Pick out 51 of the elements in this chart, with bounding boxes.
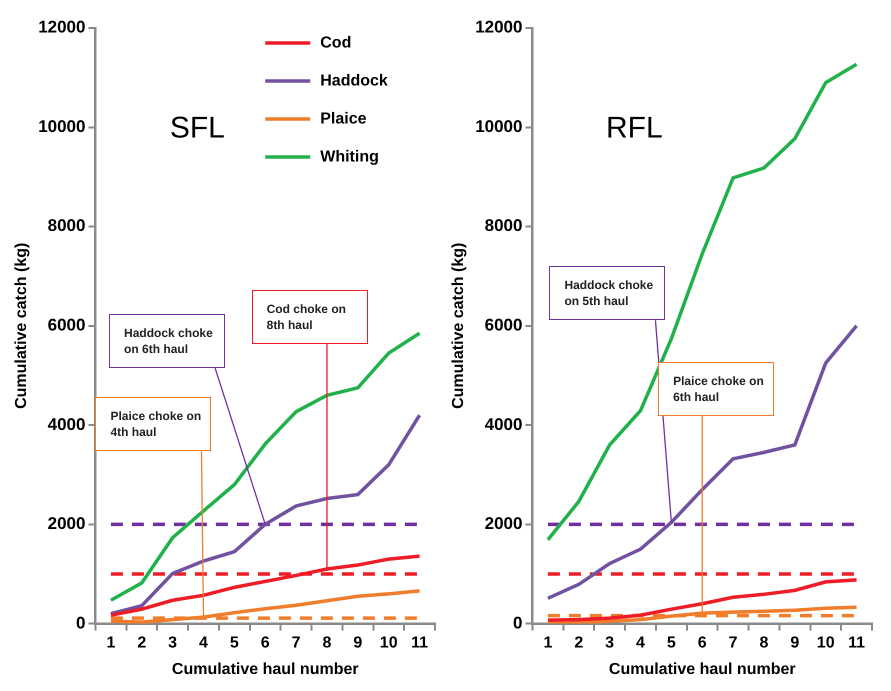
x-tick-label: 2 xyxy=(574,634,584,652)
y-tick-label: 8000 xyxy=(484,216,522,236)
x-tick-label: 4 xyxy=(199,634,208,652)
x-tick-label: 10 xyxy=(380,634,398,652)
x-tick-label: 7 xyxy=(728,634,738,652)
y-axis-title: Cumulative catch (kg) xyxy=(13,242,30,409)
x-axis-title: Cumulative haul number xyxy=(608,660,796,678)
y-tick-label: 6000 xyxy=(48,315,86,334)
x-tick-label: 11 xyxy=(411,634,428,652)
callout-box: Haddock choke on 5th haul xyxy=(549,266,666,320)
y-tick-label: 4000 xyxy=(48,414,86,434)
callout-box: Plaice choke on 6th haul xyxy=(658,362,774,416)
x-tick-label: 6 xyxy=(260,634,270,652)
x-tick-label: 11 xyxy=(848,634,866,652)
y-tick-label: 12000 xyxy=(38,18,86,37)
x-tick-label: 3 xyxy=(605,634,614,652)
x-tick-label: 9 xyxy=(353,634,362,652)
callout-box: Cod choke on 8th haul xyxy=(252,290,368,344)
text: SFL xyxy=(170,112,225,145)
legend-label: Cod xyxy=(320,34,352,52)
y-tick-label: 2000 xyxy=(48,514,86,534)
y-tick-label: 4000 xyxy=(484,414,522,434)
x-tick-label: 3 xyxy=(168,634,178,652)
y-tick-label: 2000 xyxy=(484,514,522,534)
x-tick-label: 1 xyxy=(543,634,552,652)
x-tick-label: 2 xyxy=(137,634,146,652)
x-tick-label: 10 xyxy=(816,634,835,652)
x-axis-title: Cumulative haul number xyxy=(172,660,359,678)
y-tick-label: 10000 xyxy=(38,116,86,136)
x-tick-label: 5 xyxy=(230,634,239,652)
y-tick-label: 0 xyxy=(76,613,86,632)
x-tick-label: 5 xyxy=(666,634,676,652)
text: RFL xyxy=(606,112,663,145)
callout-box: Haddock choke on 6th haul xyxy=(109,314,226,368)
y-tick-label: 12000 xyxy=(475,18,522,37)
legend-label: Whiting xyxy=(320,148,379,166)
y-tick-label: 6000 xyxy=(484,315,522,334)
y-axis-title: Cumulative catch (kg) xyxy=(450,242,468,409)
x-tick-label: 8 xyxy=(322,634,332,652)
y-tick-label: 10000 xyxy=(475,116,522,136)
x-tick-label: 6 xyxy=(698,634,707,652)
legend-label: Plaice xyxy=(320,110,367,128)
x-tick-label: 1 xyxy=(106,634,116,652)
legend-label: Haddock xyxy=(320,72,388,90)
x-tick-label: 8 xyxy=(760,634,769,652)
x-tick-label: 4 xyxy=(636,634,646,652)
x-tick-label: 9 xyxy=(790,634,800,652)
x-tick-label: 7 xyxy=(292,634,301,652)
y-tick-label: 0 xyxy=(513,613,522,632)
y-tick-label: 8000 xyxy=(48,216,86,236)
callout-box: Plaice choke on 4th haul xyxy=(95,397,212,452)
